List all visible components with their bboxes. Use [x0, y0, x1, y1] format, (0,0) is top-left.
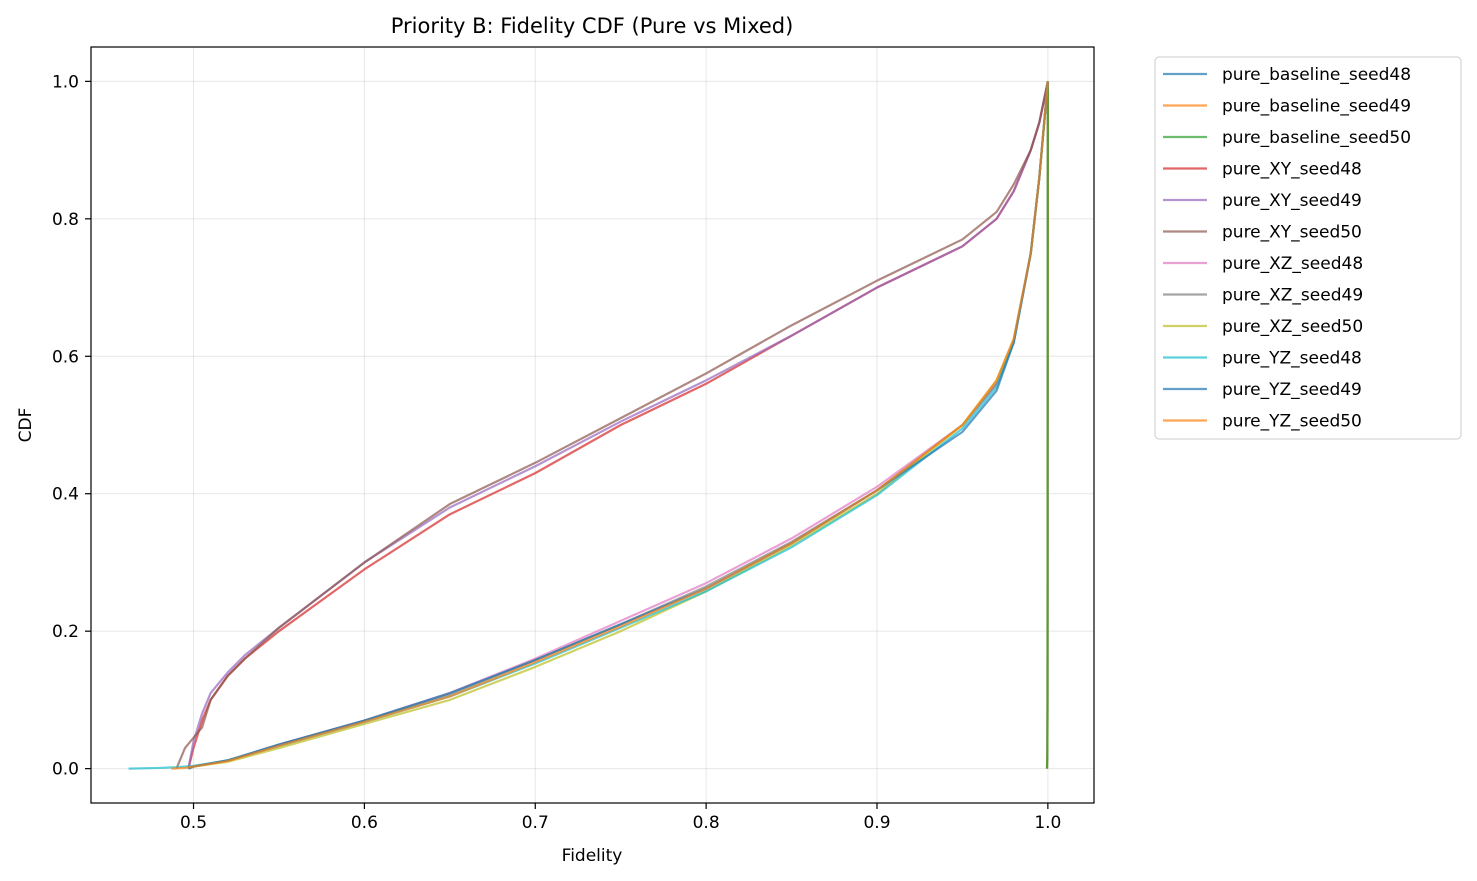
legend-label: pure_XZ_seed50 [1222, 317, 1363, 337]
legend-box [1154, 56, 1462, 440]
series-line-pure_XY_seed50 [175, 81, 1049, 770]
legend-label: pure_XY_seed49 [1222, 191, 1362, 211]
legend-label: pure_baseline_seed49 [1222, 97, 1411, 117]
legend-label: pure_baseline_seed48 [1222, 65, 1411, 85]
y-tick-label: 0.0 [52, 760, 79, 780]
legend-label: pure_baseline_seed50 [1222, 128, 1411, 148]
y-tick-label: 0.8 [52, 210, 79, 230]
legend-label: pure_YZ_seed48 [1222, 349, 1362, 369]
plot-frame [90, 46, 1095, 804]
x-tick-label: 0.5 [180, 813, 207, 833]
legend-label: pure_YZ_seed49 [1222, 380, 1362, 400]
x-tick-label: 1.0 [1034, 813, 1061, 833]
legend-label: pure_XZ_seed48 [1222, 254, 1363, 274]
chart-title: Priority B: Fidelity CDF (Pure vs Mixed) [391, 14, 794, 38]
legend-label: pure_XZ_seed49 [1222, 286, 1363, 306]
y-tick-label: 0.2 [52, 622, 79, 642]
grid [91, 47, 1094, 803]
y-axis-label: CDF [16, 408, 36, 443]
series-line-pure_YZ_seed50 [171, 81, 1049, 770]
y-ticks: 0.0 0.2 0.4 0.6 0.8 1.0 [52, 72, 91, 780]
series-line-pure_baseline_seed50 [1045, 81, 1049, 769]
x-tick-label: 0.6 [351, 813, 378, 833]
series-lines [128, 81, 1049, 770]
legend-label: pure_XY_seed48 [1222, 160, 1362, 180]
y-tick-label: 1.0 [52, 72, 79, 92]
legend-label: pure_YZ_seed50 [1222, 412, 1362, 432]
series-line-pure_XY_seed49 [187, 81, 1049, 769]
x-tick-label: 0.9 [863, 813, 890, 833]
y-tick-label: 0.4 [52, 485, 79, 505]
x-tick-label: 0.8 [693, 813, 720, 833]
y-tick-label: 0.6 [52, 347, 79, 367]
legend: pure_baseline_seed48 pure_baseline_seed49… [1154, 56, 1462, 440]
legend-label: pure_XY_seed50 [1222, 223, 1362, 243]
x-ticks: 0.5 0.6 0.7 0.8 0.9 1.0 [180, 803, 1061, 833]
x-tick-label: 0.7 [522, 813, 549, 833]
x-axis-label: Fidelity [562, 846, 623, 866]
